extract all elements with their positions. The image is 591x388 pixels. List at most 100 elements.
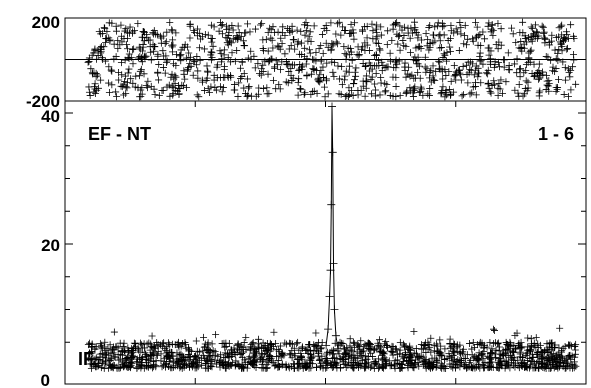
- phase-data-point: [373, 21, 381, 29]
- amplitude-data-point: [303, 362, 311, 370]
- amplitude-data-point: [473, 341, 481, 349]
- amplitude-data-point: [208, 358, 216, 366]
- phase-data-point: [392, 82, 400, 90]
- phase-data-point: [431, 77, 439, 85]
- phase-data-point: [525, 34, 533, 42]
- amplitude-data-point: [347, 346, 355, 354]
- amplitude-data-point: [451, 356, 459, 364]
- amplitude-data-point: [460, 355, 468, 363]
- phase-data-point: [147, 82, 155, 90]
- amplitude-data-point: [405, 345, 413, 353]
- phase-data-point: [473, 23, 481, 31]
- phase-data-point: [336, 75, 344, 83]
- phase-data-point: [152, 30, 160, 38]
- amplitude-data-point: [327, 362, 335, 370]
- phase-data-point: [534, 70, 542, 78]
- amplitude-data-point: [310, 347, 318, 355]
- phase-data-point: [263, 84, 271, 92]
- phase-data-point: [413, 60, 421, 68]
- phase-data-point: [123, 35, 131, 43]
- phase-data-point: [177, 57, 185, 65]
- amplitude-data-point: [534, 357, 542, 365]
- amplitude-data-point: [392, 345, 400, 353]
- phase-data-point: [209, 42, 217, 50]
- phase-data-point: [430, 31, 438, 39]
- amplitude-data-point: [188, 363, 196, 371]
- phase-data-point: [372, 86, 380, 94]
- phase-data-point: [463, 61, 471, 69]
- amplitude-data-point: [100, 364, 108, 372]
- phase-data-point: [251, 25, 259, 33]
- phase-data-point: [464, 79, 472, 87]
- phase-data-point: [158, 86, 166, 94]
- phase-data-point: [200, 45, 208, 53]
- amplitude-data-point: [497, 350, 505, 358]
- phase-data-point: [182, 54, 190, 62]
- amplitude-data-point: [146, 346, 154, 354]
- amplitude-data-point: [166, 348, 174, 356]
- phase-data-point: [94, 71, 102, 79]
- amplitude-data-point: [287, 351, 295, 359]
- phase-data-point: [301, 31, 309, 39]
- phase-data-point: [440, 50, 448, 58]
- phase-data-point: [309, 88, 317, 96]
- phase-data-point: [347, 21, 355, 29]
- amplitude-data-point: [548, 357, 556, 365]
- phase-data-point: [120, 81, 128, 89]
- phase-data-point: [483, 69, 491, 77]
- amplitude-data-point: [294, 338, 302, 346]
- phase-data-point: [422, 68, 430, 76]
- amplitude-data-point: [278, 350, 286, 358]
- phase-data-point: [563, 45, 571, 53]
- phase-data-point: [183, 84, 191, 92]
- amplitude-data-point: [186, 347, 194, 355]
- amplitude-data-point: [132, 343, 140, 351]
- amplitude-data-point: [411, 361, 419, 369]
- amplitude-data-point: [211, 348, 219, 356]
- phase-data-point: [151, 90, 159, 98]
- phase-data-point: [327, 46, 335, 54]
- phase-data-point: [559, 36, 567, 44]
- phase-data-point: [406, 49, 414, 57]
- phase-data-point: [213, 86, 221, 94]
- phase-data-point: [218, 88, 226, 96]
- amplitude-data-point: [503, 346, 511, 354]
- amplitude-data-point: [364, 344, 372, 352]
- phase-data-point: [409, 92, 417, 100]
- phase-data-point: [324, 90, 332, 98]
- phase-data-point: [375, 57, 383, 65]
- phase-data-point: [490, 63, 498, 71]
- phase-data-point: [456, 19, 464, 27]
- phase-data-point: [347, 86, 355, 94]
- amplitude-data-point: [223, 350, 231, 358]
- phase-data-point: [418, 85, 426, 93]
- phase-data-point: [228, 49, 236, 57]
- phase-data-point: [400, 23, 408, 31]
- phase-data-point: [495, 79, 503, 87]
- phase-data-point: [319, 63, 327, 71]
- phase-data-point: [540, 28, 548, 36]
- phase-data-point: [399, 37, 407, 45]
- phase-data-point: [372, 69, 380, 77]
- phase-data-point: [287, 42, 295, 50]
- phase-data-point: [321, 93, 329, 101]
- phase-data-point: [395, 32, 403, 40]
- phase-data-point: [123, 79, 131, 87]
- amplitude-data-point: [130, 339, 138, 347]
- amplitude-data-point: [220, 361, 228, 369]
- phase-data-point: [494, 45, 502, 53]
- phase-data-point: [447, 90, 455, 98]
- phase-data-point: [372, 25, 380, 33]
- phase-data-point: [121, 56, 129, 64]
- phase-data-point: [240, 41, 248, 49]
- phase-data-point: [218, 21, 226, 29]
- amplitude-data-point: [375, 336, 383, 344]
- amplitude-data-point: [202, 346, 210, 354]
- phase-data-point: [342, 67, 350, 75]
- amplitude-data-point: [143, 363, 151, 371]
- amplitude-data-point: [173, 340, 181, 348]
- phase-data-point: [197, 35, 205, 43]
- amplitude-data-point: [101, 358, 109, 366]
- amplitude-data-point: [517, 344, 525, 352]
- phase-data-point: [497, 41, 505, 49]
